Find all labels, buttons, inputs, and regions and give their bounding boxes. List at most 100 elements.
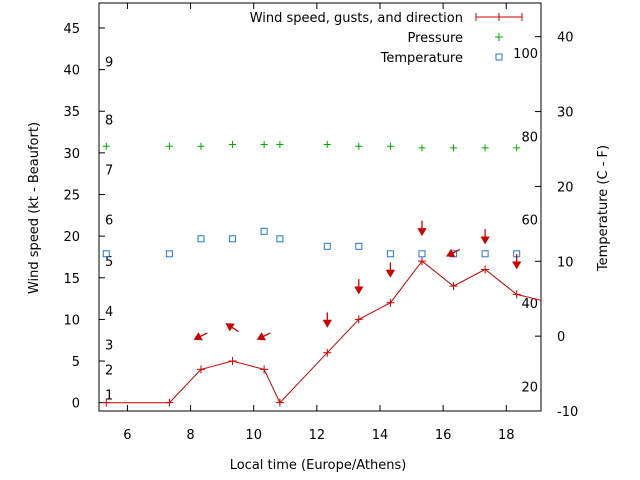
y-right-tick-label: -10 [557, 405, 578, 420]
beaufort-label: 8 [105, 114, 113, 129]
pressure-point [513, 144, 521, 152]
y-right-tick-label: 0 [557, 330, 565, 345]
wind-direction-arrow [225, 323, 239, 333]
plot-frame-layer [98, 2, 542, 412]
fahrenheit-label: 60 [521, 213, 538, 228]
y-left-tick-label: 25 [63, 189, 80, 204]
temperature-point [355, 242, 363, 250]
pressure-point [386, 142, 394, 150]
legend: Wind speed, gusts, and direction Pressure… [250, 11, 523, 66]
wind-speed-point [354, 315, 363, 324]
y-right-tick-label: 40 [557, 31, 574, 46]
x-tick-label: 12 [309, 428, 326, 443]
wind-direction-arrow [354, 279, 364, 295]
temperature-point [102, 250, 110, 258]
wind-speed-point [417, 257, 426, 266]
wind-direction-arrow [385, 262, 396, 278]
legend-label-pressure: Pressure [407, 31, 463, 46]
temperature-point [386, 250, 394, 258]
y-right-tick-label: 30 [557, 106, 574, 121]
wind-direction-arrow [322, 312, 332, 328]
pressure-point [323, 141, 331, 149]
wind-direction-arrow [417, 220, 427, 237]
legend-swatch-pressure [495, 33, 503, 41]
wind-speed-point [196, 365, 205, 374]
plot-frame [98, 2, 542, 412]
wind-speed-point [275, 398, 284, 407]
wind-speed-point [481, 265, 490, 274]
wind-direction-arrow [480, 229, 490, 245]
wind-speed-point [260, 365, 269, 374]
beaufort-label: 1 [105, 388, 113, 403]
pressure-point [165, 142, 173, 150]
y-axis-label-left: Wind speed (kt - Beaufort) [27, 122, 42, 294]
legend-swatch-temperature [495, 53, 503, 61]
beaufort-label: 7 [105, 164, 113, 179]
beaufort-label: 9 [105, 55, 113, 70]
temperature-point [197, 235, 205, 243]
fahrenheit-label: 40 [521, 297, 538, 312]
wind-direction-arrow [512, 254, 522, 270]
wind-speed-point [228, 357, 237, 366]
beaufort-label: 4 [105, 305, 113, 320]
pressure-point [197, 142, 205, 150]
fahrenheit-label: 100 [513, 47, 538, 62]
y-left-tick-label: 35 [63, 105, 80, 120]
pressure-point [276, 141, 284, 149]
y-left-tick-label: 20 [63, 230, 80, 245]
pressure-point [450, 144, 458, 152]
x-tick-label: 14 [372, 428, 389, 443]
temperature-point [276, 235, 284, 243]
x-tick-label: 18 [498, 428, 515, 443]
x-tick-label: 6 [123, 428, 131, 443]
y-right-tick-label: 10 [557, 255, 574, 270]
pressure-point [355, 142, 363, 150]
pressure-point [418, 144, 426, 152]
wind-direction-arrow [193, 332, 208, 341]
legend-swatch-wind [475, 13, 523, 21]
beaufort-label: 2 [105, 363, 113, 378]
fahrenheit-label: 80 [521, 130, 538, 145]
fahrenheit-label: 20 [521, 380, 538, 395]
axis-layer: 6 8 10 12 14 16 18051015202530354045-100102030… [63, 3, 578, 443]
temperature-point [418, 250, 426, 258]
temperature-point [481, 250, 489, 258]
temperature-point [323, 242, 331, 250]
y-left-tick-label: 45 [63, 22, 80, 37]
wind-speed-point [386, 298, 395, 307]
y-right-tick-label: 20 [557, 180, 574, 195]
y-left-tick-label: 5 [72, 355, 80, 370]
pressure-point [102, 142, 110, 150]
y-axis-label-right: Temperature (C - F) [596, 145, 611, 272]
wind-speed-point [449, 282, 458, 291]
x-tick-label: 16 [435, 428, 452, 443]
beaufort-label: 5 [105, 255, 113, 270]
wind-speed-point [102, 398, 111, 407]
series-layer [102, 141, 542, 407]
y-left-tick-label: 40 [63, 64, 80, 79]
y-left-tick-label: 15 [63, 272, 80, 287]
x-tick-label: 10 [245, 428, 262, 443]
y-left-tick-label: 0 [72, 397, 80, 412]
pressure-point [481, 144, 489, 152]
beaufort-label: 6 [105, 213, 113, 228]
beaufort-label: 3 [105, 338, 113, 353]
temperature-point [260, 227, 268, 235]
y-left-tick-label: 10 [63, 313, 80, 328]
x-tick-label: 8 [186, 428, 194, 443]
wind-speed-point [512, 290, 521, 299]
wind-speed-point [323, 348, 332, 357]
temperature-point [165, 250, 173, 258]
x-axis-label: Local time (Europe/Athens) [230, 458, 407, 473]
pressure-point [229, 141, 237, 149]
legend-label-wind: Wind speed, gusts, and direction [250, 11, 463, 26]
wind-direction-arrow [256, 332, 271, 341]
wind-speed-line [106, 260, 542, 404]
pressure-point [260, 141, 268, 149]
legend-label-temperature: Temperature [380, 51, 463, 66]
y-left-tick-label: 30 [63, 147, 80, 162]
wind-speed-point [165, 398, 174, 407]
wind-direction-arrow [446, 248, 461, 258]
temperature-point [229, 235, 237, 243]
